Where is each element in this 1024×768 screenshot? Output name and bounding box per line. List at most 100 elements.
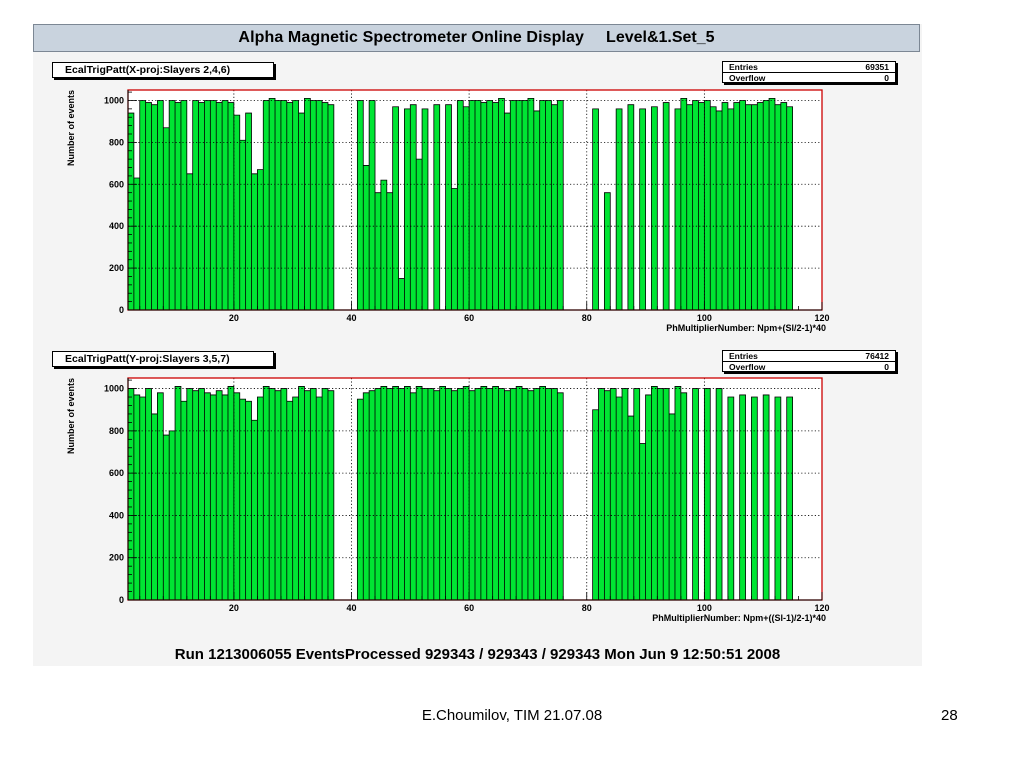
hist1-bar [422,108,428,310]
hist1-bar [492,102,499,310]
hist1-bar [510,100,517,310]
hist1-bar [674,108,681,310]
hist2-bar [445,388,452,600]
hist2-x-tick-label: 80 [582,603,592,613]
hist2-bar [451,390,458,600]
hist1-bar [627,104,634,311]
hist2-bar [627,416,634,600]
hist1-bar [475,100,481,310]
hist2-bar [316,397,323,600]
hist1-bar [433,104,440,311]
hist1-bar [769,98,775,310]
hist1-bar [592,108,599,310]
hist1-bar [416,159,423,310]
hist1-bar [169,100,176,310]
hist2-bar [169,430,176,600]
hist1-bar [557,100,564,310]
hist1-bar [310,100,317,310]
hist2-bar [404,386,411,600]
hist1-bar [780,102,787,310]
hist1-bar [651,106,658,310]
hist2-bar [180,401,187,600]
hist2-bar [504,390,511,600]
hist1-bar [663,102,670,310]
hist2-bar [527,390,534,600]
hist1-bar [192,100,199,310]
hist1-bar [304,98,311,310]
hist1-x-axis-label: PhMultiplierNumber: Npm+(Sl/2-1)*40 [666,323,826,333]
hist1-bar [222,100,228,310]
hist2-y-tick-label: 400 [109,510,124,520]
hist1-y-tick-label: 1000 [104,95,124,105]
hist1-overflow-label: Overflow [729,73,766,83]
hist1-bar [186,173,193,310]
hist1-bar [639,108,646,310]
hist2-x-tick-label: 120 [814,603,829,613]
hist1-bar [251,173,258,310]
hist1-bar [386,192,393,310]
hist2-bar [439,386,446,600]
hist2-bar [310,388,317,600]
hist2-bar [151,413,158,600]
hist1-bar [686,104,693,311]
hist1-bar [410,104,417,311]
hist2-bar [198,388,205,600]
hist2-bar [245,401,252,600]
hist1-bar [380,180,387,310]
hist2-bar [610,388,617,600]
hist2-bar [357,399,364,600]
hist2-bar [704,388,711,600]
hist2-bar [545,388,552,600]
hist1-bar [257,169,264,310]
hist2-bar [539,386,546,600]
hist1-bar [551,104,558,311]
hist2-bar [375,388,381,600]
hist1-title: EcalTrigPatt(X-proj:Slayers 2,4,6) [52,62,274,78]
hist2-bar [157,392,164,600]
hist1-x-tick-label: 60 [464,313,474,323]
hist2-bar [592,409,599,600]
hist2-bar [480,386,487,600]
hist2-bar [145,388,152,600]
hist1-bar [363,165,370,310]
hist1-bar [545,100,552,310]
hist2-bar [598,388,605,600]
hist1-bar [516,100,523,310]
hist1-bar [286,102,293,310]
hist2-x-tick-label: 60 [464,603,474,613]
hist2-stats-box: Entries 76412 Overflow 0 [722,350,896,372]
hist2-bar [216,390,223,600]
hist2-bar [763,394,770,600]
hist2-bar [363,392,370,600]
hist2-bar [257,397,264,600]
hist2-bar [369,390,376,600]
hist1-bar [692,100,699,310]
hist1-bar [469,100,475,310]
hist1-entries-label: Entries [729,62,758,72]
hist2-bar [633,388,640,600]
hist2-bar [304,390,311,600]
hist2-bar [651,386,658,600]
hist1-bar [198,102,205,310]
hist2-bar [516,386,523,600]
hist1-bar [757,102,764,310]
hist1-y-tick-label: 200 [109,263,124,273]
hist1-bar [316,100,323,310]
hist1-bar [227,102,234,310]
hist2-y-tick-label: 0 [119,595,124,605]
hist2-bar [739,394,746,600]
hist2-bar [680,392,687,600]
hist2-y-axis-label: Number of events [66,378,76,454]
hist1-bar [398,278,405,310]
hist1-y-axis-label: Number of events [66,90,76,166]
hist2-bar [716,388,723,600]
hist2-bar [269,388,276,600]
hist2-x-tick-label: 100 [697,603,712,613]
display-title-bar: Alpha Magnetic Spectrometer Online Displ… [33,24,920,52]
hist1-bar [498,98,505,310]
hist1-bar [704,100,711,310]
hist2-bar [510,388,517,600]
hist1-bar [604,192,611,310]
hist1-stats-box: Entries 69351 Overflow 0 [722,61,896,83]
hist1-bar [180,100,187,310]
